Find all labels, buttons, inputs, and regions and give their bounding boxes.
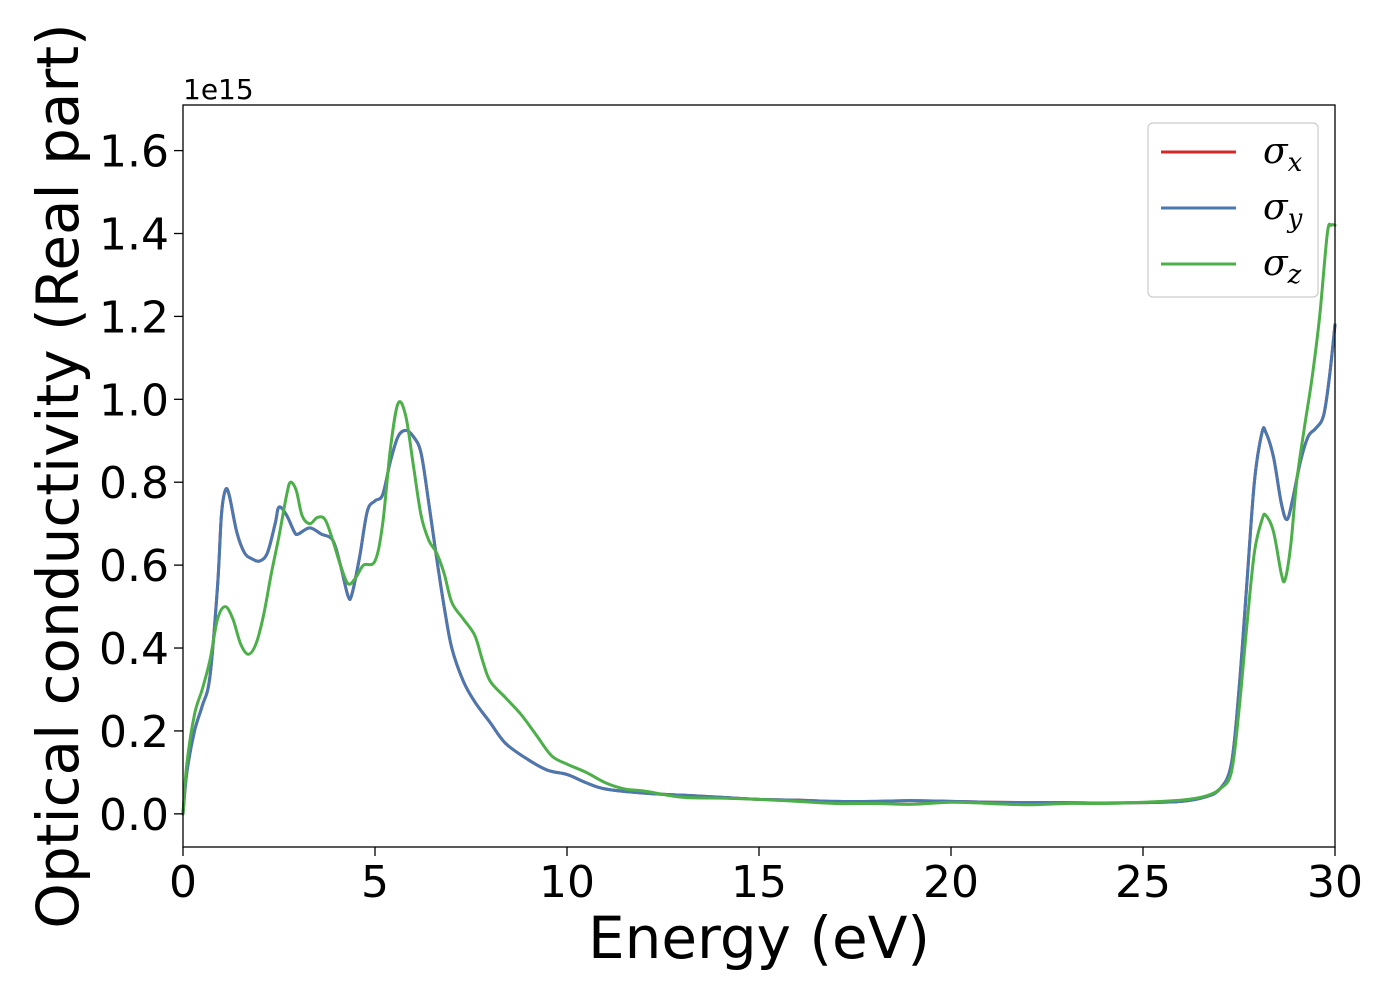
y-tick-label: 0.8 xyxy=(99,458,169,509)
x-tick-label: 5 xyxy=(361,857,389,908)
x-tick-label: 10 xyxy=(539,857,595,908)
series-line-z xyxy=(181,222,1337,816)
y-offset-label: 1e15 xyxy=(183,73,254,106)
y-tick-label: 0.2 xyxy=(99,707,169,758)
y-tick-label: 1.2 xyxy=(99,292,169,343)
series-layer xyxy=(181,222,1337,816)
y-tick-label: 1.0 xyxy=(99,375,169,426)
x-tick-label: 0 xyxy=(169,857,197,908)
y-tick-label: 0.6 xyxy=(99,541,169,592)
y-axis-title: Optical conductivity (Real part) xyxy=(24,23,92,928)
series-line-y xyxy=(181,323,1337,816)
legend-label-x: σx xyxy=(1263,131,1303,178)
x-tick-label: 15 xyxy=(731,857,787,908)
y-axis: 0.0 0.2 0.4 0.6 0.8 1.0 1.2 1.4 1.6 xyxy=(99,127,183,841)
x-tick-label: 30 xyxy=(1307,857,1363,908)
y-tick-label: 0.0 xyxy=(99,790,169,841)
x-axis-title: Energy (eV) xyxy=(588,904,930,972)
y-tick-label: 0.4 xyxy=(99,624,169,675)
y-tick-label: 1.4 xyxy=(99,210,169,261)
x-tick-label: 25 xyxy=(1115,857,1171,908)
y-tick-label: 1.6 xyxy=(99,127,169,178)
x-axis: 0 5 10 15 20 25 30 xyxy=(169,847,1363,908)
legend-box xyxy=(1147,122,1319,298)
x-tick-label: 20 xyxy=(923,857,979,908)
plot-area xyxy=(181,104,1337,848)
